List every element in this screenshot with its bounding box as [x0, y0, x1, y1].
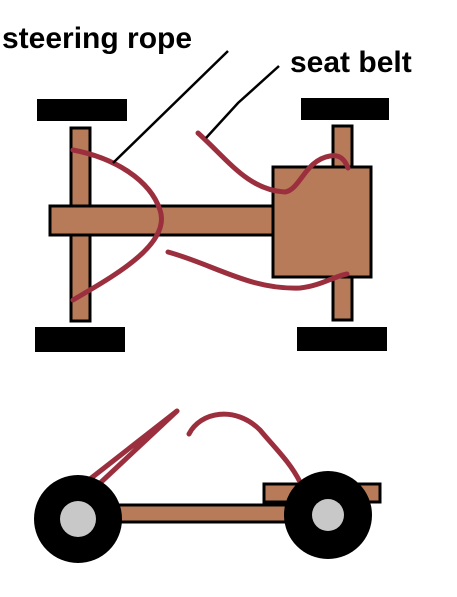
rear-left-wheel [301, 98, 389, 120]
seat-belt-label: seat belt [290, 46, 412, 79]
seat [271, 165, 373, 279]
steering-rope-side [87, 408, 180, 488]
seat-belt-upper [195, 130, 351, 195]
front-right-wheel [35, 327, 125, 352]
side-front-hub [60, 501, 96, 537]
steering-rope-label: steering rope [2, 22, 192, 55]
seat-belt-leader [205, 65, 280, 139]
front-left-wheel [37, 99, 127, 121]
top-view [35, 50, 389, 352]
rear-right-wheel [297, 327, 387, 351]
seat-belt-lower [165, 249, 350, 291]
main-beam [48, 204, 280, 237]
side-rear-hub [312, 499, 344, 531]
side-view [34, 408, 382, 563]
steering-rope-leader [112, 50, 229, 164]
seat-belt-side [186, 411, 303, 485]
steering-rope-top [70, 147, 164, 303]
